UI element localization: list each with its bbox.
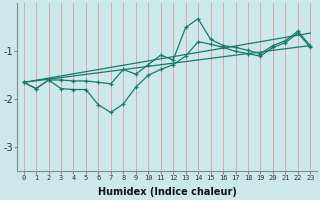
X-axis label: Humidex (Indice chaleur): Humidex (Indice chaleur) xyxy=(98,187,236,197)
